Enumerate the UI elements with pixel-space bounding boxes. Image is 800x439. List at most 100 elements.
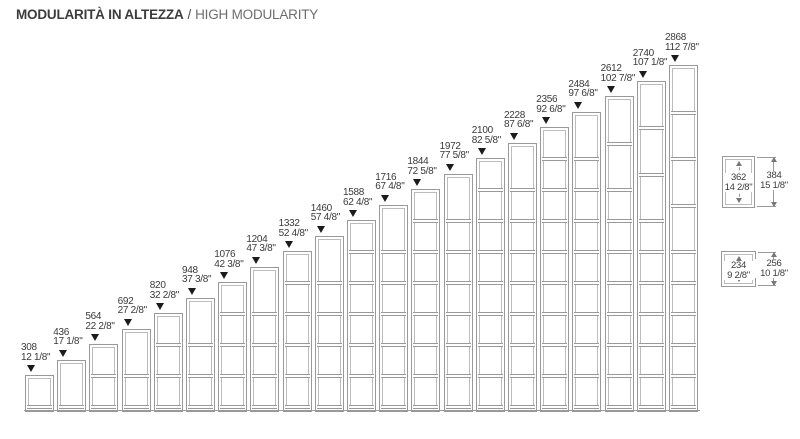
height-mm: 1076 [214,249,236,260]
height-inches: 42 3/8" [214,258,244,270]
title-italian: MODULARITÀ IN ALTEZZA [16,7,184,22]
shelf-line [606,374,632,378]
column [314,235,344,412]
column-height-label: 2356 92 6/8" [536,94,566,114]
outer-height-inches: 10 1/8" [760,267,788,279]
shelf-line [638,281,664,285]
height-inches: 22 2/8" [85,320,115,332]
column [604,96,634,412]
shelf-line [155,374,181,378]
shelf-line [349,281,374,285]
column [411,189,441,412]
bottom-shelf-line [27,405,52,409]
step-marker-icon [606,86,615,93]
height-mm: 2612 [600,63,622,74]
height-mm: 1460 [310,202,332,214]
shelf-line [252,343,278,347]
column-inner-frame [60,362,84,406]
height-mm: 2868 [665,32,687,43]
shelf-line [638,374,664,378]
module-box-large: 362 14 2/8" [722,156,755,208]
shelf-line [477,219,503,223]
shelf-line [638,343,664,347]
step-marker-icon [574,101,583,109]
shelf-line [188,343,213,347]
bottom-shelf-line [671,405,696,409]
extension-line [758,285,776,286]
shelf-line [445,312,471,316]
shelf-line [542,312,568,316]
shelf-line [91,374,117,378]
height-mm: 2228 [504,109,526,121]
bottom-shelf-line [123,405,149,409]
extension-line [757,206,776,207]
height-inches: 77 5/8" [439,150,470,161]
bottom-shelf-line [638,405,664,409]
column [347,220,376,412]
outer-height-label-small: 256 10 1/8" [755,259,793,278]
column [508,142,537,412]
bottom-shelf-line [188,405,213,409]
column-height-label: 1588 62 4/8" [343,187,373,208]
column-height-label: 1972 77 5/8" [439,141,470,161]
height-mm: 692 [117,295,134,307]
bottom-shelf-line [413,405,439,409]
shelf-line [574,343,600,347]
bottom-shelf-line [220,405,246,409]
column-inner-frame [543,130,567,406]
shelf-line [638,219,664,223]
shelf-line [510,343,535,347]
inner-height-label-large: 362 14 2/8" [723,173,754,192]
step-marker-icon [155,303,164,310]
column [443,173,473,412]
shelf-line [381,343,407,347]
shelf-line [413,343,439,347]
height-mm: 1588 [343,187,365,198]
height-inches: 57 4/8" [310,212,341,223]
bottom-shelf-line [91,405,117,409]
extension-line [758,252,776,253]
shelf-line [155,343,181,347]
shelf-line [638,126,664,130]
height-inches: 62 4/8" [343,196,373,208]
shelf-line [284,312,310,316]
shelf-line [606,343,632,347]
column-height-label: 820 32 2/8" [149,281,180,301]
column-inner-frame [28,378,51,406]
step-marker-icon [413,179,422,186]
shelf-line [671,110,696,115]
step-marker-icon [477,148,486,155]
shelf-line [477,312,503,316]
step-marker-icon [220,272,229,279]
shelf-line [606,312,632,316]
shelf-line [510,374,535,378]
shelf-line [574,281,600,285]
column-height-label: 436 17 1/8" [53,327,83,347]
column [636,80,666,412]
shelf-line [542,188,568,192]
height-inches: 12 1/8" [21,351,51,363]
inner-height-mm: 362 [731,172,746,183]
step-marker-icon [123,318,132,326]
shelf-line [413,219,439,223]
column-inner-frame [382,207,406,406]
shelf-line [510,250,535,254]
shelf-line [542,250,568,254]
height-inches: 37 3/8" [182,274,212,285]
height-inches: 32 2/8" [149,289,180,301]
arrow-up-icon [735,161,742,166]
shelf-line [284,374,310,378]
arrow-up-icon [770,157,777,162]
inner-height-inches: 9 2/8" [727,269,750,281]
column-inner-frame [575,114,599,406]
shelf-line [445,250,471,254]
column-height-label: 2484 97 6/8" [568,79,598,99]
height-mm: 308 [21,342,37,353]
column [250,266,280,412]
column-height-label: 2612 102 7/8" [601,64,636,83]
column-height-label: 308 12 1/8" [21,342,51,363]
height-mm: 2356 [536,94,558,105]
shelf-line [606,219,632,223]
column [379,204,409,412]
shelf-line [671,343,696,347]
